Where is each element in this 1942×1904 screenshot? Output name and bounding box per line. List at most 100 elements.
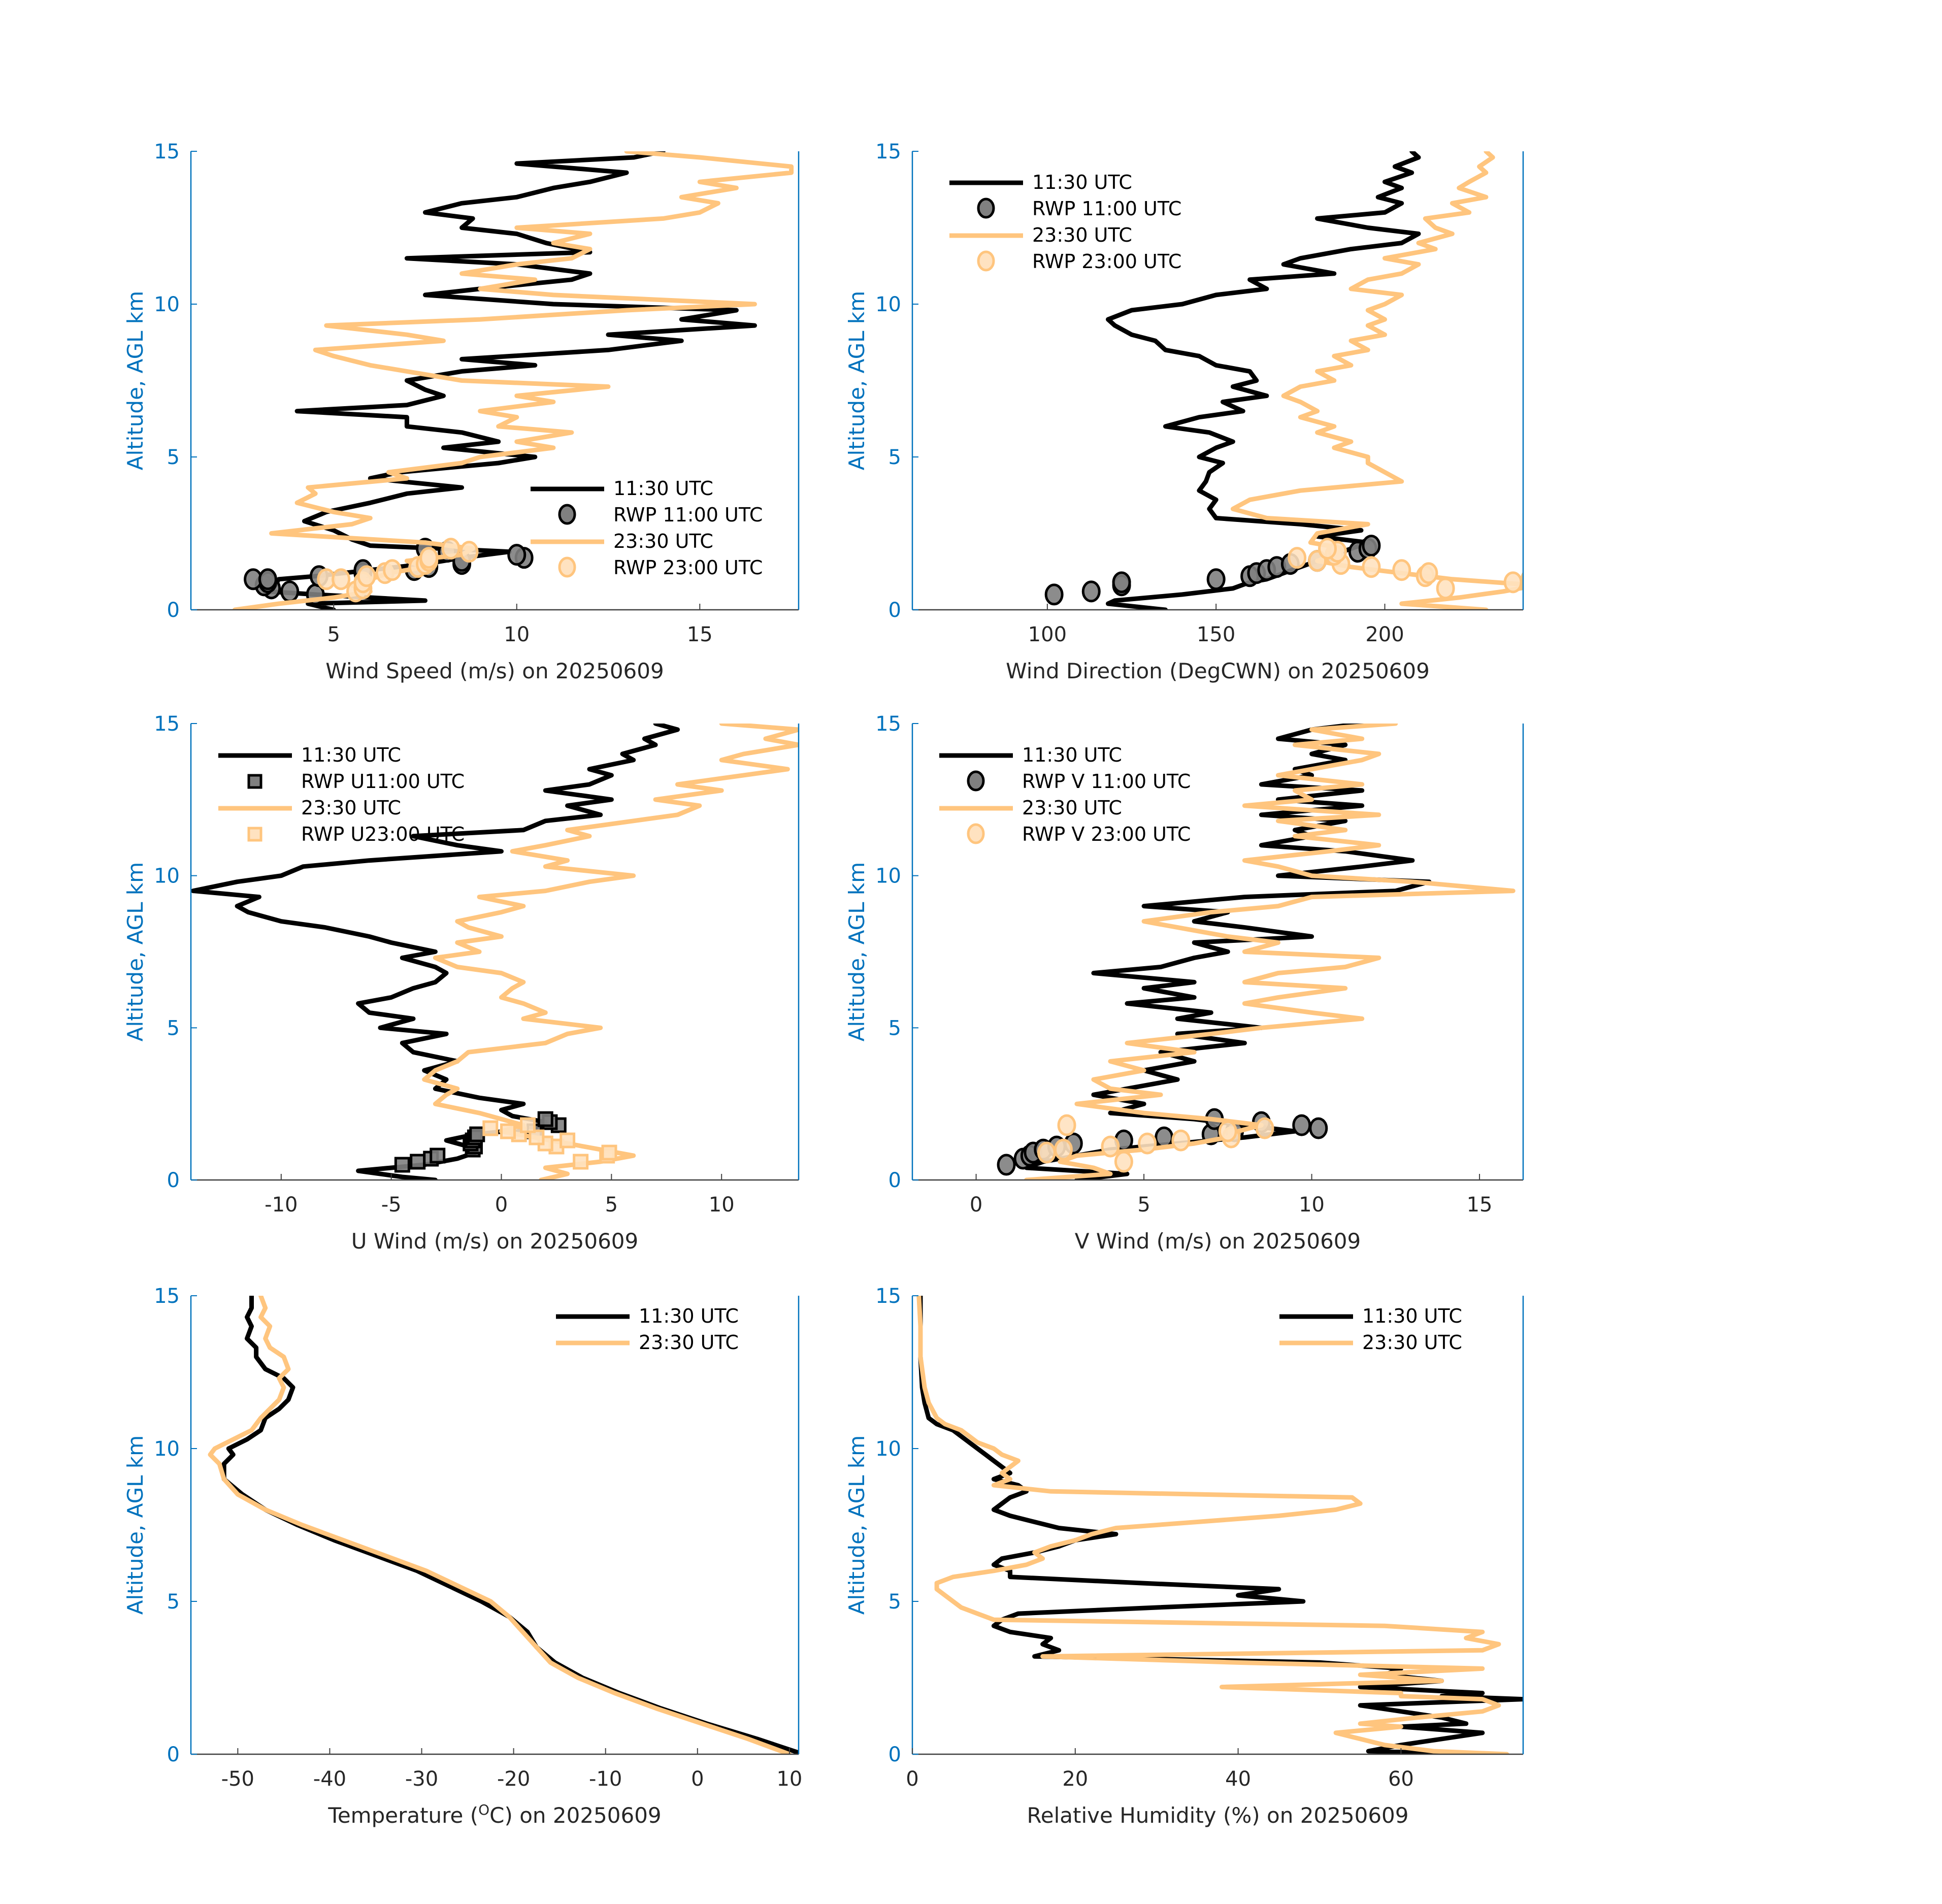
x-tick-label: 20 — [1062, 1767, 1088, 1791]
data-point — [507, 544, 526, 566]
legend-label-rwp-u-1100: RWP U11:00 UTC — [301, 770, 465, 793]
data-point — [1419, 562, 1438, 584]
data-point — [1218, 1120, 1237, 1142]
x-tick-label: -30 — [405, 1767, 438, 1791]
data-point — [258, 568, 277, 590]
data-point — [1155, 1126, 1174, 1148]
y-axis-label: Altitude, AGL km — [844, 291, 869, 470]
y-axis-label: Altitude, AGL km — [123, 1435, 148, 1615]
legend-label-1130: 11:30 UTC — [301, 744, 401, 766]
data-point — [1114, 1151, 1133, 1173]
legend-label-2330: 23:30 UTC — [301, 797, 401, 819]
plot-area — [208, 1296, 799, 1754]
legend-label-2330: 23:30 UTC — [1362, 1331, 1462, 1354]
y-axis-label: Altitude, AGL km — [844, 1435, 869, 1615]
x-tick-label: -5 — [381, 1193, 402, 1217]
panel-temperature: Temperature (OC) on 20250609 Altitude, A… — [123, 1285, 802, 1828]
legend-label-2330: 23:30 UTC — [613, 530, 713, 552]
data-point — [1288, 547, 1307, 569]
data-point — [383, 559, 402, 581]
data-point — [500, 1123, 516, 1139]
y-tick-label: 10 — [154, 293, 180, 316]
data-point — [1318, 538, 1337, 560]
y-tick-label: 5 — [167, 1016, 180, 1040]
y-tick-label: 0 — [888, 599, 901, 622]
legend-label-1130: 11:30 UTC — [1032, 171, 1132, 193]
data-point — [1309, 1117, 1328, 1139]
legend-label-rwp-1100: RWP 11:00 UTC — [1032, 198, 1181, 220]
data-point — [1436, 577, 1455, 600]
data-point — [482, 1120, 499, 1136]
data-point — [469, 1126, 485, 1142]
legend-label-1130: 11:30 UTC — [613, 477, 713, 500]
data-point — [520, 1117, 536, 1133]
y-tick-label: 15 — [154, 1285, 180, 1308]
x-axis-label: Wind Speed (m/s) on 20250609 — [325, 659, 664, 683]
x-tick-label: 0 — [691, 1767, 704, 1791]
data-point — [1171, 1129, 1191, 1152]
x-tick-label: 40 — [1225, 1767, 1251, 1791]
legend-circle-swatch — [558, 556, 576, 578]
x-axis-label: V Wind (m/s) on 20250609 — [1075, 1229, 1361, 1254]
x-tick-label: -10 — [265, 1193, 298, 1217]
panel-wind-speed: Wind Speed (m/s) on 20250609 Altitude, A… — [123, 140, 800, 683]
data-point — [1101, 1135, 1120, 1158]
y-tick-label: 5 — [888, 1016, 901, 1040]
y-axis-label: Altitude, AGL km — [844, 862, 869, 1041]
x-axis-label: Wind Direction (DegCWN) on 20250609 — [1006, 659, 1430, 683]
data-point — [357, 565, 376, 587]
plot-area — [191, 724, 799, 1180]
data-point — [441, 538, 460, 560]
y-axis-label: Altitude, AGL km — [123, 291, 148, 470]
data-point — [1503, 571, 1523, 594]
y-tick-label: 5 — [888, 1590, 901, 1614]
data-point — [559, 1132, 576, 1148]
y-axis-label: Altitude, AGL km — [123, 862, 148, 1041]
data-point — [1392, 559, 1411, 581]
x-tick-label: 0 — [906, 1767, 918, 1791]
data-point — [1292, 1114, 1311, 1136]
x-axis-label-superscript: O — [478, 1801, 489, 1818]
x-tick-label: -20 — [497, 1767, 530, 1791]
x-tick-label: 10 — [1299, 1193, 1325, 1217]
x-axis-label-after: C) on 20250609 — [489, 1803, 662, 1828]
series-markers-rwp-23-00-utc — [1288, 538, 1523, 600]
data-point — [459, 541, 479, 563]
x-tick-label: -40 — [313, 1767, 346, 1791]
legend-label-1130: 11:30 UTC — [1362, 1305, 1462, 1327]
legend-circle-swatch — [558, 504, 576, 525]
data-point — [1362, 535, 1381, 557]
y-tick-label: 0 — [888, 1169, 901, 1192]
panel-relative-humidity: Relative Humidity (%) on 20250609 Altitu… — [844, 1285, 1524, 1828]
x-tick-label: 10 — [709, 1193, 735, 1217]
data-point — [1112, 571, 1131, 594]
y-tick-label: 15 — [154, 140, 180, 163]
x-tick-label: 10 — [776, 1767, 802, 1791]
legend-circle-swatch — [967, 823, 985, 844]
legend-square-swatch — [247, 827, 262, 842]
data-point — [601, 1144, 617, 1161]
data-point — [1255, 1117, 1274, 1139]
data-point — [573, 1154, 589, 1170]
x-tick-label: 100 — [1028, 623, 1067, 646]
data-point — [1206, 568, 1226, 590]
series-markers-rwp-u23-00-utc — [482, 1117, 617, 1170]
plot-area — [997, 724, 1516, 1180]
data-point — [1081, 580, 1101, 603]
data-point — [419, 547, 439, 569]
data-point — [1138, 1132, 1157, 1155]
data-point — [430, 1147, 446, 1164]
data-point — [1362, 556, 1381, 578]
y-tick-label: 0 — [167, 1169, 180, 1192]
x-axis-label: Relative Humidity (%) on 20250609 — [1027, 1803, 1409, 1828]
series-line-23-30-utc — [422, 724, 799, 1180]
legend-label-rwp-2300: RWP 23:00 UTC — [1032, 250, 1181, 273]
y-tick-label: 15 — [875, 1285, 901, 1308]
series-markers-rwp-23-00-utc — [317, 538, 479, 603]
y-tick-label: 0 — [167, 599, 180, 622]
legend-label-1130: 11:30 UTC — [639, 1305, 739, 1327]
y-tick-label: 10 — [154, 865, 180, 888]
data-point — [997, 1154, 1016, 1176]
data-point — [410, 1154, 426, 1170]
y-tick-label: 5 — [167, 1590, 180, 1614]
